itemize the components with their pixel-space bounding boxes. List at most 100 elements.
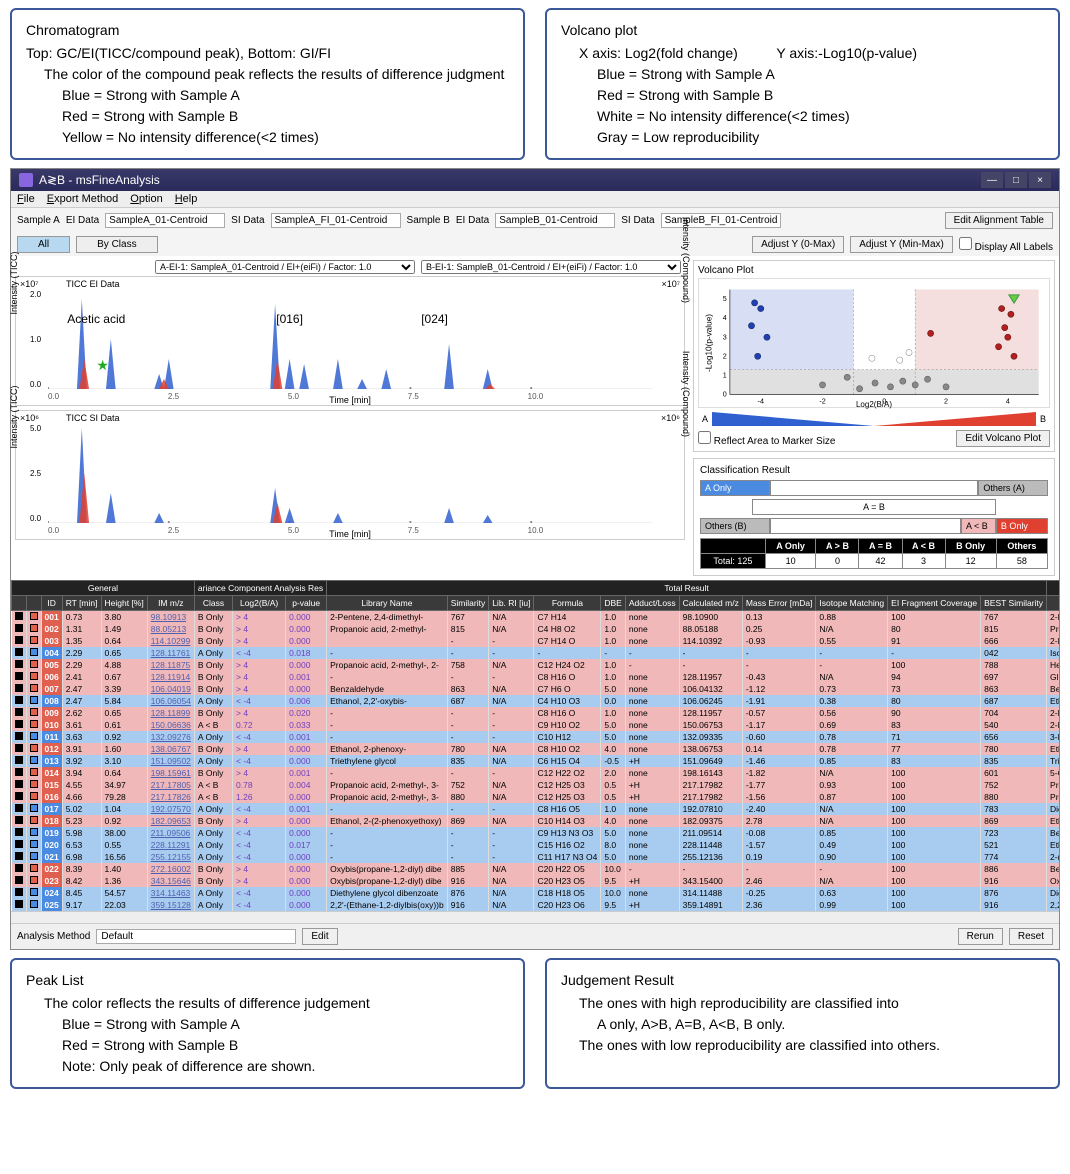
table-row[interactable]: 0154.5534.97217.17805A < B0.780.004Propa… — [12, 779, 1060, 791]
rerun-button[interactable]: Rerun — [958, 928, 1003, 945]
svg-text:-Log10(p-value): -Log10(p-value) — [704, 314, 713, 372]
callout-line: The color of the compound peak reflects … — [26, 64, 509, 85]
callout-judgement: Judgement Result The ones with high repr… — [545, 958, 1060, 1089]
table-row[interactable]: 0248.4554.57314.11463A Only< -40.000Diet… — [12, 887, 1060, 899]
titlebar: A≷B - msFineAnalysis — □ × — [11, 169, 1059, 191]
input-sample-b-ei[interactable] — [495, 213, 615, 228]
volcano-title: Volcano Plot — [698, 265, 1050, 276]
callout-chromatogram: Chromatogram Top: GC/EI(TICC/compound pe… — [10, 8, 525, 160]
table-row[interactable]: 0123.911.60138.06767B Only> 40.000Ethano… — [12, 743, 1060, 755]
tab-all[interactable]: All — [17, 236, 70, 253]
combo-b[interactable]: B-EI-1: SampleB_01-Centroid / EI+(eiFi) … — [421, 260, 681, 274]
classification-title: Classification Result — [700, 465, 1048, 476]
table-row[interactable]: 0175.021.04192.07570A Only< -40.001---C8… — [12, 803, 1060, 815]
app-window: A≷B - msFineAnalysis — □ × File Export M… — [10, 168, 1060, 950]
callout-line: The ones with low reproducibility are cl… — [561, 1035, 1044, 1056]
volcano-panel: Volcano Plot -4-2024012345-Log10(p-value… — [693, 260, 1055, 452]
table-row[interactable]: 0092.620.65128.11899B Only> 40.020---C8 … — [12, 707, 1060, 719]
label-si-b: SI Data — [621, 215, 654, 226]
legend-triangle-b — [874, 412, 1036, 426]
callout-title: Chromatogram — [26, 20, 509, 41]
edit-method-button[interactable]: Edit — [302, 928, 337, 945]
combo-a[interactable]: A-EI-1: SampleA_01-Centroid / EI+(eiFi) … — [155, 260, 415, 274]
label-ei-b: EI Data — [456, 215, 489, 226]
menubar: File Export Method Option Help — [11, 191, 1059, 208]
table-row[interactable]: 0259.1722.03359.15128A Only< -40.0002,2'… — [12, 899, 1060, 911]
peak-table[interactable]: Generalariance Component Analysis ResTot… — [11, 580, 1059, 911]
chromatogram-ei[interactable]: TICC EI Data Intensity (TICC) Intensity … — [15, 276, 685, 406]
class-bar-2: A = B — [700, 499, 1048, 515]
callout-line: Note: Only peak of difference are shown. — [26, 1056, 509, 1077]
legend-a: A — [698, 414, 712, 424]
callout-line: Gray = Low reproducibility — [561, 127, 1044, 148]
analysis-method-input[interactable] — [96, 929, 296, 944]
callout-title: Volcano plot — [561, 20, 1044, 41]
edit-volcano-button[interactable]: Edit Volcano Plot — [956, 430, 1050, 447]
adjust-y-0max-button[interactable]: Adjust Y (0-Max) — [752, 236, 844, 253]
classification-table: A OnlyA > BA = BA < BB OnlyOthersTotal: … — [700, 538, 1048, 569]
callout-line: Y axis:-Log10(p-value) — [776, 45, 917, 61]
footer-bar: Analysis Method Edit Rerun Reset — [11, 923, 1059, 949]
table-row[interactable]: 0113.630.92132.09276A Only< -40.001---C1… — [12, 731, 1060, 743]
svg-text:3: 3 — [723, 332, 727, 341]
legend-b: B — [1036, 414, 1050, 424]
table-row[interactable]: 0143.940.64198.15961B Only> 40.001---C12… — [12, 767, 1060, 779]
close-button[interactable]: × — [1029, 172, 1051, 188]
table-row[interactable]: 0021.311.4988.05213B Only> 40.000Propano… — [12, 623, 1060, 635]
table-row[interactable]: 0010.733.8098.10913B Only> 40.0002-Pente… — [12, 611, 1060, 624]
table-row[interactable]: 0228.391.40272.16002B Only> 40.000Oxybis… — [12, 863, 1060, 875]
chromatogram-si[interactable]: TICC SI Data Intensity (TICC) Intensity … — [15, 410, 685, 540]
peak-table-wrap[interactable]: Generalariance Component Analysis ResTot… — [11, 580, 1059, 911]
callout-line: Blue = Strong with Sample A — [26, 1014, 509, 1035]
callout-volcano: Volcano plot X axis: Log2(fold change) Y… — [545, 8, 1060, 160]
menu-option[interactable]: Option — [130, 193, 162, 205]
maximize-button[interactable]: □ — [1005, 172, 1027, 188]
display-all-labels-checkbox[interactable]: Display All Labels — [959, 237, 1053, 253]
class-bar-1: A Only Others (A) — [700, 480, 1048, 496]
legend-triangle-a — [712, 412, 874, 426]
reflect-area-checkbox[interactable]: Reflect Area to Marker Size — [698, 431, 836, 447]
analysis-method-label: Analysis Method — [17, 931, 90, 942]
table-row[interactable]: 0206.530.55228.11291A Only< -40.017---C1… — [12, 839, 1060, 851]
callout-line: X axis: Log2(fold change) — [579, 45, 738, 61]
table-row[interactable]: 0133.923.10151.09502A Only< -40.000Triet… — [12, 755, 1060, 767]
label-sample-a: Sample A — [17, 215, 60, 226]
table-row[interactable]: 0072.473.39106.04019B Only> 40.000Benzal… — [12, 683, 1060, 695]
menu-export[interactable]: Export Method — [47, 193, 119, 205]
table-row[interactable]: 0042.290.65128.11761A Only< -40.018-----… — [12, 647, 1060, 659]
table-row[interactable]: 0195.9838.00211.09506A Only< -40.000---C… — [12, 827, 1060, 839]
reset-button[interactable]: Reset — [1009, 928, 1053, 945]
svg-text:5: 5 — [723, 294, 727, 303]
label-si: SI Data — [231, 215, 264, 226]
menu-help[interactable]: Help — [175, 193, 198, 205]
callout-line: Top: GC/EI(TICC/compound peak), Bottom: … — [26, 43, 509, 64]
table-row[interactable]: 0062.410.67128.11914B Only> 40.001---C8 … — [12, 671, 1060, 683]
minimize-button[interactable]: — — [981, 172, 1003, 188]
table-row[interactable]: 0052.294.88128.11875B Only> 40.000Propan… — [12, 659, 1060, 671]
callout-line: White = No intensity difference(<2 times… — [561, 106, 1044, 127]
edit-alignment-button[interactable]: Edit Alignment Table — [945, 212, 1053, 229]
input-sample-a-si[interactable] — [271, 213, 401, 228]
table-row[interactable]: 0103.610.61150.06636A < B0.720.033---C9 … — [12, 719, 1060, 731]
table-row[interactable]: 0238.421.36343.15646B Only> 40.000Oxybis… — [12, 875, 1060, 887]
classification-panel: Classification Result A Only Others (A) … — [693, 458, 1055, 576]
callout-line: Red = Strong with Sample B — [26, 1035, 509, 1056]
callout-line: Red = Strong with Sample B — [561, 85, 1044, 106]
table-row[interactable]: 0216.9816.56255.12155A Only< -40.000---C… — [12, 851, 1060, 863]
callout-line: Blue = Strong with Sample A — [26, 85, 509, 106]
table-row[interactable]: 0164.6679.28217.17826A < B1.260.000Propa… — [12, 791, 1060, 803]
app-icon — [19, 173, 33, 187]
volcano-plot[interactable]: -4-2024012345-Log10(p-value)Log2(B/A) — [698, 278, 1050, 408]
adjust-y-minmax-button[interactable]: Adjust Y (Min-Max) — [850, 236, 953, 253]
callout-peaklist: Peak List The color reflects the results… — [10, 958, 525, 1089]
chart-toolbar: All By Class Adjust Y (0-Max) Adjust Y (… — [11, 233, 1059, 256]
input-sample-b-si[interactable] — [661, 213, 781, 228]
table-row[interactable]: 0082.475.84106.06054A Only< -40.006Ethan… — [12, 695, 1060, 707]
tab-by-class[interactable]: By Class — [76, 236, 157, 253]
input-sample-a-ei[interactable] — [105, 213, 225, 228]
svg-text:-2: -2 — [819, 397, 825, 406]
menu-file[interactable]: File — [17, 193, 35, 205]
callout-line: Yellow = No intensity difference(<2 time… — [26, 127, 509, 148]
table-row[interactable]: 0031.350.64114.10299B Only> 40.000--C7 H… — [12, 635, 1060, 647]
table-row[interactable]: 0185.230.92182.09653B Only> 40.000Ethano… — [12, 815, 1060, 827]
